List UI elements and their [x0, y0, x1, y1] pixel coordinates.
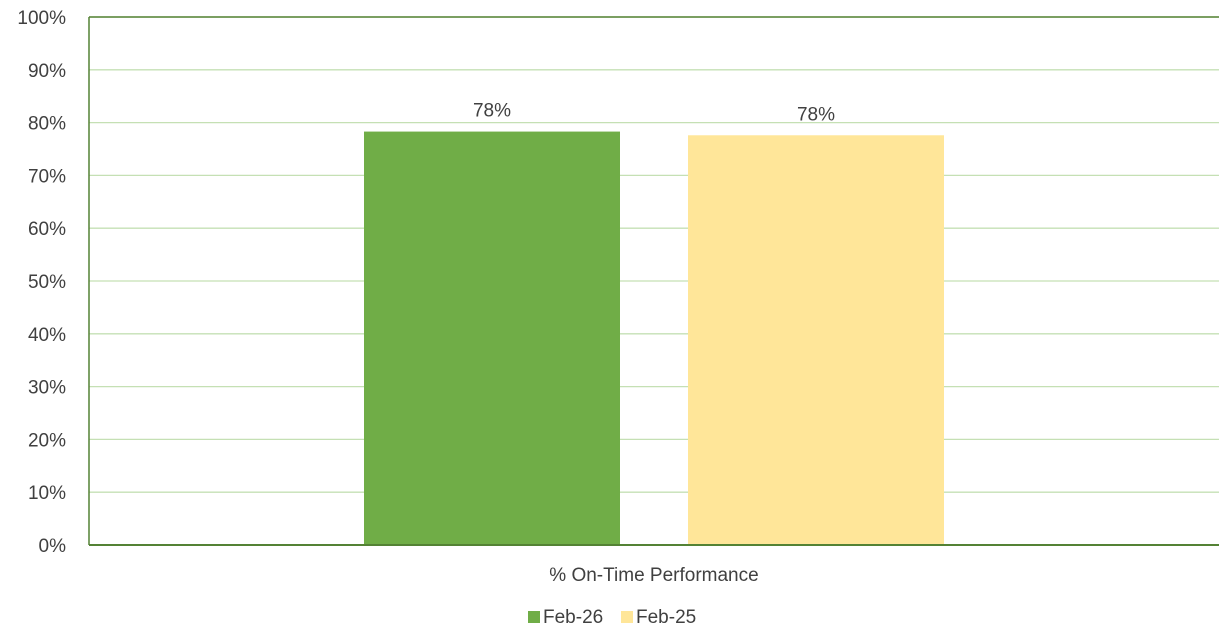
y-tick-label: 50% [28, 272, 66, 293]
legend: Feb-26 Feb-25 [528, 607, 696, 628]
bars [364, 131, 944, 546]
y-axis-tick-labels: 0% 10% 20% 30% 40% 50% 60% 70% 80% 90% 100% [17, 8, 66, 557]
y-tick-label: 90% [28, 61, 66, 82]
y-tick-label: 30% [28, 378, 66, 399]
y-tick-label: 100% [17, 8, 66, 29]
x-tick-label: % On-Time Performance [549, 565, 758, 586]
bar-feb-26 [364, 131, 620, 546]
y-tick-label: 70% [28, 166, 66, 187]
y-tick-label: 10% [28, 483, 66, 504]
gridlines [89, 16, 1219, 493]
axes [88, 16, 1219, 546]
bar-feb-25 [688, 135, 944, 545]
data-label-feb-25: 78% [797, 104, 835, 125]
legend-label-feb-26: Feb-26 [543, 607, 603, 628]
y-tick-label: 40% [28, 325, 66, 346]
y-tick-label: 60% [28, 219, 66, 240]
x-axis-tick-labels: % On-Time Performance [549, 565, 758, 586]
legend-label-feb-25: Feb-25 [636, 607, 696, 628]
legend-swatch-feb-25 [621, 611, 633, 623]
data-label-feb-26: 78% [473, 101, 511, 122]
y-tick-label: 0% [39, 536, 67, 557]
data-labels: 78% 78% [473, 101, 835, 126]
y-tick-label: 20% [28, 430, 66, 451]
legend-swatch-feb-26 [528, 611, 540, 623]
y-tick-label: 80% [28, 114, 66, 135]
